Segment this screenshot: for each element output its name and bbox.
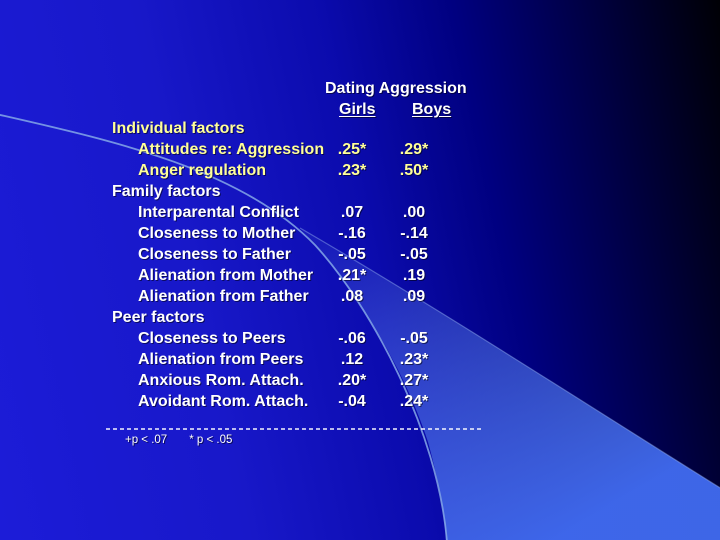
- row-label: Alienation from Peers: [138, 351, 304, 368]
- table-row: Attitudes re: Aggression .25* .29*: [112, 139, 592, 160]
- table-row: Interparental Conflict .07 .00: [112, 202, 592, 223]
- table-row: Closeness to Peers -.06 -.05: [112, 328, 592, 349]
- girls-value: .23*: [337, 162, 367, 179]
- column-header-boys: Boys: [412, 101, 452, 118]
- swoosh-wedge: [300, 228, 720, 540]
- girls-value: -.05: [338, 246, 366, 263]
- row-label: Alienation from Father: [138, 288, 309, 305]
- footnote-significant: * p < .05: [189, 434, 233, 446]
- column-header-girls: Girls: [339, 101, 376, 118]
- table-row: Alienation from Peers .12 .23*: [112, 349, 592, 370]
- boys-value: .09: [402, 288, 426, 305]
- girls-value: .20*: [337, 372, 367, 389]
- boys-value: -.05: [400, 246, 428, 263]
- girls-value: .25*: [337, 141, 367, 158]
- girls-value: .07: [340, 204, 364, 221]
- row-label: Anxious Rom. Attach.: [138, 372, 304, 389]
- row-label: Interparental Conflict: [138, 204, 299, 221]
- table-row: Alienation from Father .08 .09: [112, 286, 592, 307]
- row-label: Closeness to Father: [138, 246, 291, 263]
- section-heading: Individual factors: [112, 120, 245, 137]
- table-row: Alienation from Mother .21* .19: [112, 265, 592, 286]
- footnote-marginal: +p < .07: [125, 434, 168, 446]
- stats-table: Individual factors Attitudes re: Aggressi…: [112, 118, 592, 412]
- boys-value: .27*: [399, 372, 429, 389]
- row-label: Avoidant Rom. Attach.: [138, 393, 309, 410]
- row-label: Closeness to Mother: [138, 225, 296, 242]
- table-title: Dating Aggression: [325, 80, 467, 97]
- table-row: Anger regulation .23* .50*: [112, 160, 592, 181]
- boys-value: .19: [402, 267, 426, 284]
- boys-value: .00: [402, 204, 426, 221]
- boys-value: .24*: [399, 393, 429, 410]
- boys-value: -.05: [400, 330, 428, 347]
- girls-value: .08: [340, 288, 364, 305]
- table-row: Closeness to Mother -.16 -.14: [112, 223, 592, 244]
- significance-footnote: +p < .07 * p < .05: [125, 434, 232, 446]
- table-row: Avoidant Rom. Attach. -.04 .24*: [112, 391, 592, 412]
- girls-value: -.06: [338, 330, 366, 347]
- row-label: Attitudes re: Aggression: [138, 141, 325, 158]
- girls-value: -.16: [338, 225, 366, 242]
- row-label: Closeness to Peers: [138, 330, 286, 347]
- section-heading: Family factors: [112, 183, 221, 200]
- boys-value: .29*: [399, 141, 429, 158]
- boys-value: .23*: [399, 351, 429, 368]
- boys-value: -.14: [400, 225, 428, 242]
- row-label: Anger regulation: [138, 162, 267, 179]
- row-label: Alienation from Mother: [138, 267, 314, 284]
- curve-line: [0, 113, 448, 540]
- girls-value: .21*: [337, 267, 367, 284]
- swoosh-edge-highlight: [299, 227, 720, 489]
- section-heading: Peer factors: [112, 309, 205, 326]
- girls-value: -.04: [338, 393, 366, 410]
- table-row: Anxious Rom. Attach. .20* .27*: [112, 370, 592, 391]
- girls-value: .12: [340, 351, 364, 368]
- boys-value: .50*: [399, 162, 429, 179]
- table-row: Closeness to Father -.05 -.05: [112, 244, 592, 265]
